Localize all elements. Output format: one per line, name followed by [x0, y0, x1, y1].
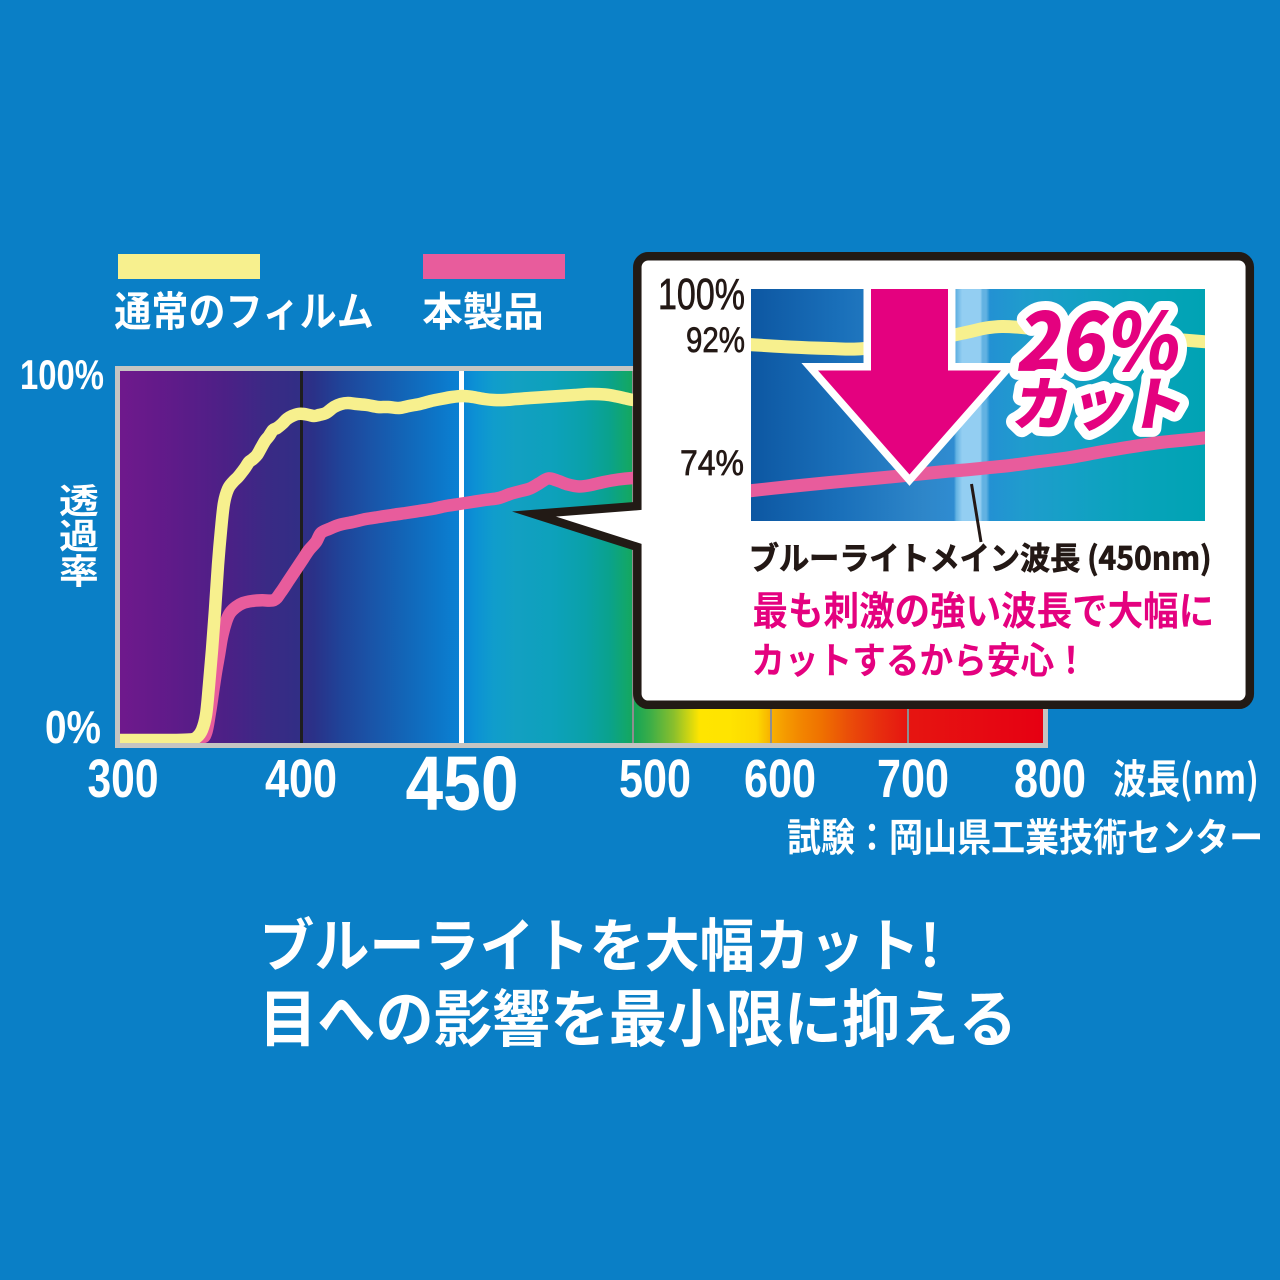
- svg-text:92%: 92%: [686, 321, 745, 360]
- svg-text:100%: 100%: [658, 270, 745, 319]
- svg-text:450: 450: [406, 741, 519, 827]
- svg-text:800: 800: [1014, 749, 1086, 809]
- svg-text:500: 500: [619, 749, 691, 809]
- svg-text:600: 600: [744, 749, 816, 809]
- svg-text:74%: 74%: [680, 444, 744, 483]
- svg-text:400: 400: [265, 749, 337, 809]
- svg-text:700: 700: [877, 749, 949, 809]
- svg-text:100%: 100%: [20, 351, 104, 398]
- svg-text:0%: 0%: [45, 701, 101, 753]
- svg-text:300: 300: [88, 749, 159, 809]
